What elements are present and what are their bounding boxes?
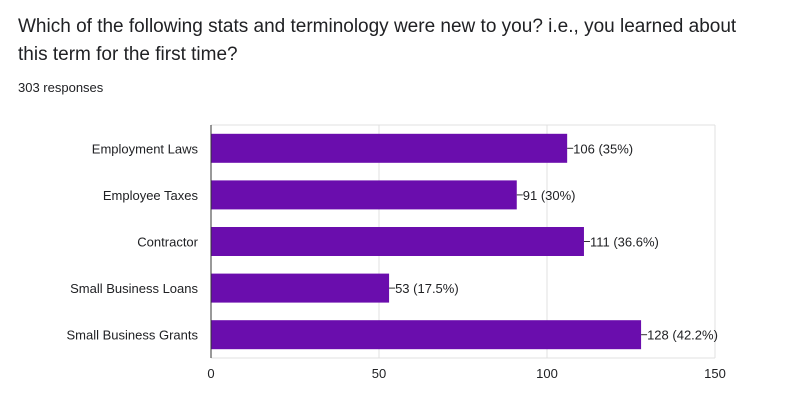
data-label: 128 (42.2%) <box>647 328 718 343</box>
x-tick-label: 50 <box>372 366 386 381</box>
category-label: Small Business Loans <box>70 281 198 296</box>
data-label: 106 (35%) <box>573 141 633 156</box>
data-label: 111 (36.6%) <box>590 235 659 250</box>
response-count: 303 responses <box>18 80 104 95</box>
category-label: Employment Laws <box>92 141 199 156</box>
bar <box>211 320 642 350</box>
data-label: 53 (17.5%) <box>395 281 459 296</box>
category-label: Contractor <box>137 235 198 250</box>
bar <box>211 273 390 303</box>
data-label: 91 (30%) <box>523 188 576 203</box>
bar <box>211 133 568 163</box>
x-tick-label: 150 <box>704 366 726 381</box>
bar <box>211 180 517 210</box>
bar <box>211 227 584 256</box>
x-tick-label: 100 <box>536 366 558 381</box>
question-title: Which of the following stats and termino… <box>18 16 737 65</box>
category-label: Employee Taxes <box>103 188 199 203</box>
x-tick-label: 0 <box>207 366 214 381</box>
category-label: Small Business Grants <box>67 328 199 343</box>
